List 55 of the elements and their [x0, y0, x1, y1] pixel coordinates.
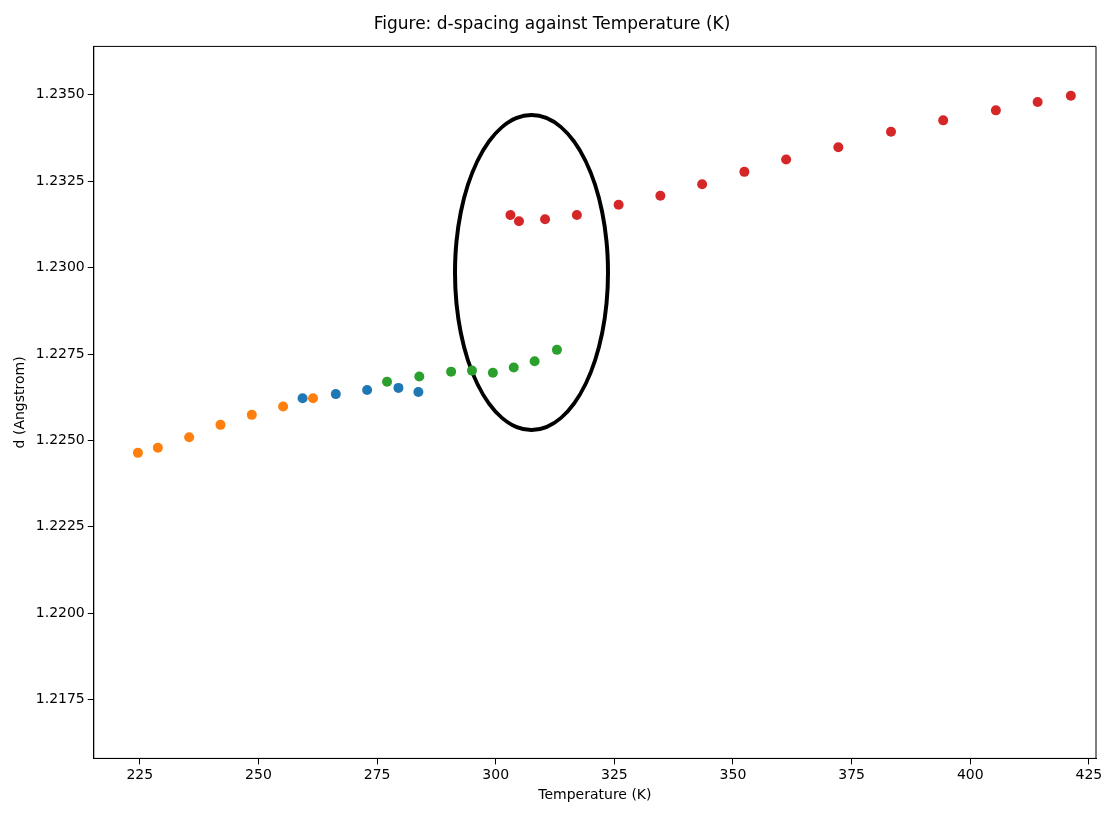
y-tick-label: 1.2200 — [35, 603, 85, 620]
y-tick-label: 1.2175 — [35, 690, 85, 707]
x-tick-label: 250 — [245, 766, 272, 783]
point — [1065, 90, 1076, 101]
point — [362, 384, 373, 395]
point — [529, 356, 540, 367]
point — [414, 371, 425, 382]
x-tick-label: 350 — [719, 766, 747, 783]
y-tick-label: 1.2275 — [35, 344, 85, 361]
x-tick-label: 300 — [482, 766, 510, 783]
point — [739, 166, 750, 177]
point — [215, 419, 226, 430]
chart-title: Figure: d-spacing against Temperature (K) — [373, 12, 731, 33]
x-tick-label: 325 — [600, 766, 628, 783]
x-tick-label: 400 — [956, 766, 984, 783]
point — [571, 210, 582, 221]
point — [132, 447, 143, 458]
point — [278, 401, 289, 412]
point — [990, 105, 1001, 116]
point — [308, 393, 319, 404]
y-tick-label: 1.2250 — [35, 431, 85, 448]
point — [184, 432, 195, 443]
point — [382, 376, 393, 387]
point — [330, 389, 341, 400]
point — [540, 214, 551, 225]
y-tick-label: 1.2325 — [35, 171, 85, 188]
point — [655, 190, 666, 201]
x-tick-label: 375 — [838, 766, 865, 783]
point — [505, 210, 516, 221]
point — [613, 199, 624, 210]
y-tick-label: 1.2225 — [35, 517, 85, 534]
point — [697, 179, 708, 190]
point — [886, 126, 896, 137]
point — [413, 387, 424, 398]
point — [466, 365, 477, 376]
y-tick-label: 1.2350 — [35, 85, 85, 102]
x-axis-title: Temperature (K) — [537, 786, 652, 803]
point — [1032, 97, 1043, 108]
point — [508, 362, 519, 373]
point — [781, 154, 792, 165]
point — [833, 142, 844, 153]
x-tick-label: 225 — [126, 766, 154, 783]
point — [513, 216, 524, 227]
y-tick-label: 1.2300 — [35, 258, 85, 275]
point — [446, 366, 457, 377]
point — [152, 442, 163, 453]
x-tick-label: 425 — [1075, 766, 1103, 783]
point — [938, 115, 949, 126]
x-tick-label: 275 — [363, 766, 391, 783]
point — [551, 344, 562, 355]
point — [297, 393, 308, 404]
point — [393, 382, 404, 393]
point — [246, 409, 257, 420]
y-axis-title: d (Angstrom) — [11, 356, 28, 449]
point — [487, 367, 498, 378]
